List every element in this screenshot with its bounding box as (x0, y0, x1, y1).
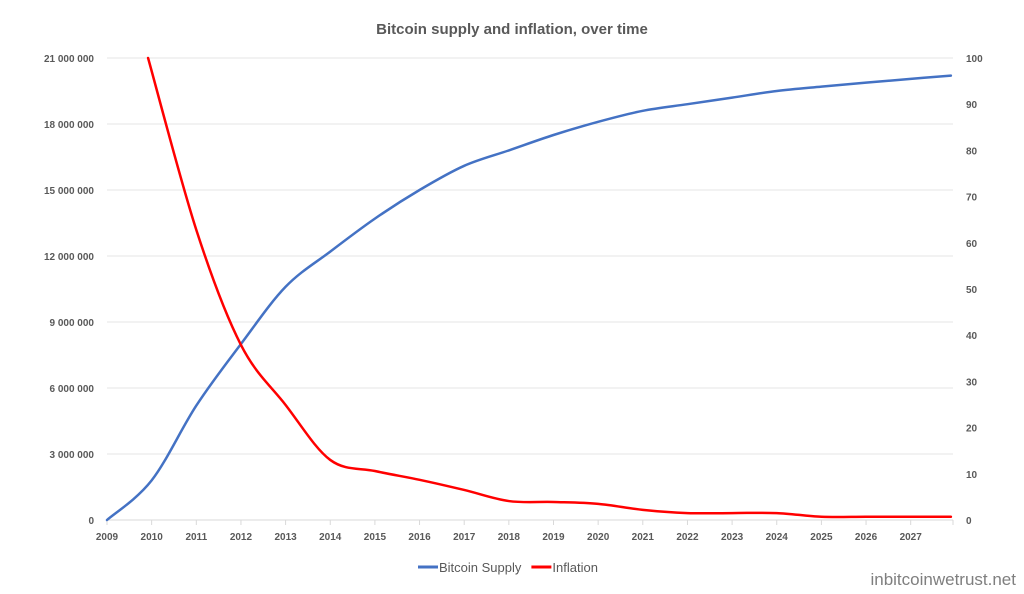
y-right-tick-label: 40 (966, 331, 978, 342)
x-tick-label: 2016 (408, 532, 431, 543)
x-tick-label: 2019 (542, 532, 565, 543)
x-tick-label: 2025 (810, 532, 833, 543)
y-left-tick-label: 3 000 000 (50, 450, 95, 461)
x-tick-label: 2023 (721, 532, 744, 543)
y-left-tick-label: 12 000 000 (44, 252, 94, 263)
y-left-tick-label: 18 000 000 (44, 120, 94, 131)
y-right-tick-label: 50 (966, 285, 978, 296)
x-tick-label: 2018 (498, 532, 521, 543)
x-tick-label: 2022 (676, 532, 699, 543)
x-tick-label: 2017 (453, 532, 476, 543)
y-right-tick-label: 100 (966, 54, 983, 65)
x-tick-label: 2010 (141, 532, 164, 543)
y-left-tick-label: 6 000 000 (50, 384, 95, 395)
legend-label: Bitcoin Supply (439, 560, 522, 575)
x-tick-label: 2027 (900, 532, 923, 543)
y-right-tick-label: 90 (966, 100, 978, 111)
x-tick-label: 2015 (364, 532, 387, 543)
series-line-bitcoin-supply (105, 74, 953, 522)
chart-title: Bitcoin supply and inflation, over time (376, 21, 648, 38)
y-right-tick-label: 60 (966, 239, 978, 250)
x-tick-label: 2012 (230, 532, 253, 543)
y-right-tick-label: 30 (966, 377, 978, 388)
y-right-tick-label: 10 (966, 470, 978, 481)
y-left-tick-label: 0 (88, 516, 94, 527)
y-right-tick-label: 0 (966, 516, 972, 527)
y-right-tick-label: 80 (966, 146, 978, 157)
x-tick-label: 2014 (319, 532, 342, 543)
x-tick-label: 2013 (274, 532, 297, 543)
x-tick-label: 2026 (855, 532, 878, 543)
x-tick-label: 2020 (587, 532, 610, 543)
y-right-tick-label: 70 (966, 193, 978, 204)
x-tick-label: 2009 (96, 532, 119, 543)
x-tick-label: 2011 (185, 532, 207, 543)
y-right-tick-label: 20 (966, 424, 978, 435)
y-left-tick-label: 21 000 000 (44, 54, 94, 65)
x-tick-label: 2024 (766, 532, 789, 543)
watermark: inbitcoinwetrust.net (870, 570, 1016, 589)
series-line-inflation (146, 56, 953, 519)
y-left-tick-label: 15 000 000 (44, 186, 94, 197)
x-tick-label: 2021 (632, 532, 655, 543)
legend-label: Inflation (552, 560, 598, 575)
y-left-tick-label: 9 000 000 (50, 318, 95, 329)
